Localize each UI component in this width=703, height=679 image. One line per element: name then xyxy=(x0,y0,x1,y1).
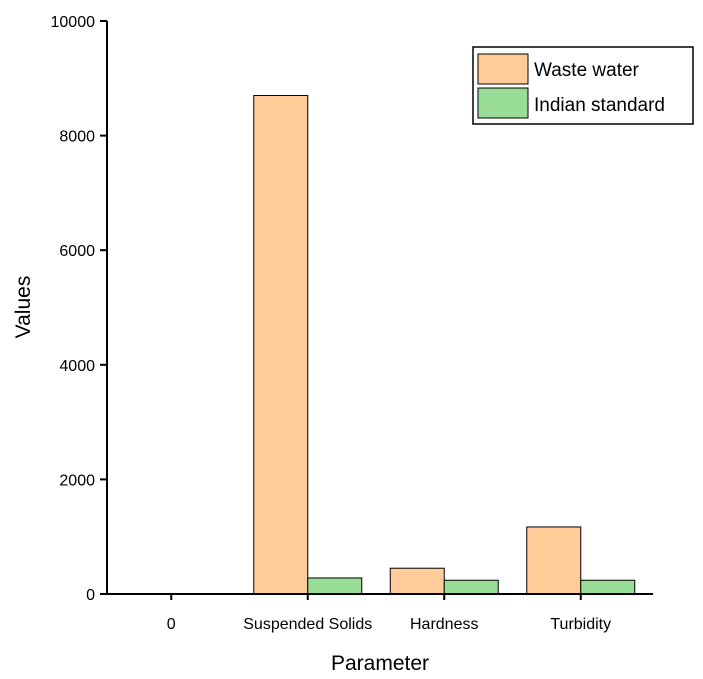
legend: Waste water Indian standard xyxy=(472,46,694,125)
y-tick-label: 2000 xyxy=(59,472,95,489)
bar-waste-water xyxy=(526,526,582,595)
bar-waste-water xyxy=(253,94,309,595)
x-tick-label: 0 xyxy=(167,616,176,633)
y-ticks: 0 2000 4000 6000 8000 10000 xyxy=(51,14,107,604)
y-tick-label: 6000 xyxy=(59,243,95,260)
y-tick-label: 4000 xyxy=(59,358,95,375)
bars-layer xyxy=(253,94,636,595)
bar-indian-standard xyxy=(580,579,636,595)
y-tick-label: 8000 xyxy=(59,129,95,146)
x-tick-label: Turbidity xyxy=(550,616,611,633)
bar-indian-standard xyxy=(443,579,499,595)
x-tick-label: Hardness xyxy=(410,616,478,633)
legend-swatch-waste-water xyxy=(477,53,529,85)
bar-indian-standard xyxy=(307,577,363,595)
x-ticks: 0 Suspended Solids Hardness Turbidity xyxy=(167,594,611,633)
legend-swatch-indian-standard xyxy=(477,87,529,119)
legend-label-indian-standard: Indian standard xyxy=(534,95,665,116)
x-tick-label: Suspended Solids xyxy=(243,616,372,633)
axes-layer xyxy=(106,21,653,595)
legend-label-waste-water: Waste water xyxy=(534,60,640,81)
y-tick-label: 10000 xyxy=(51,14,96,31)
bar-waste-water xyxy=(389,567,445,595)
y-tick-label: 0 xyxy=(86,587,95,604)
x-axis-title: Parameter xyxy=(331,652,429,675)
y-axis-title: Values xyxy=(12,276,35,339)
